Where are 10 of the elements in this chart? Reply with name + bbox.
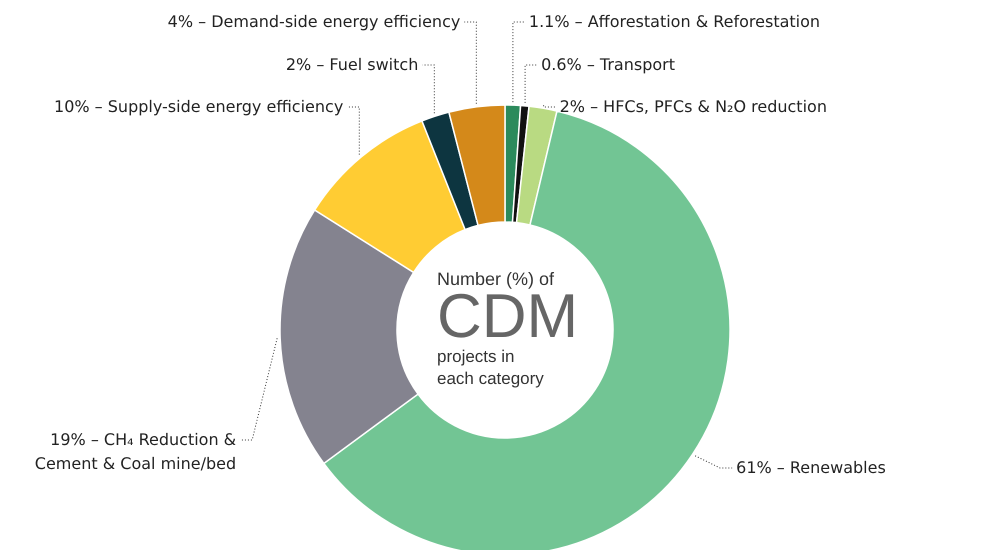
slice-label: 0.6% – Transport [541,55,675,74]
slice-label: 1.1% – Afforestation & Reforestation [528,12,820,31]
slice-label: 19% – CH₄ Reduction & Cement & Coal mine/bed [34,430,236,473]
text: projects in [437,347,514,366]
slice-label: 4% – Demand-side energy efficiency [168,12,460,31]
slice-label: 2% – HFCs, PFCs & N₂O reduction [560,97,827,116]
slice-label: 61% – Renewables [736,458,886,477]
text: each category [437,369,544,388]
slice-label: 10% – Supply-side energy efficiency [54,97,344,116]
slice-label: 2% – Fuel switch [286,55,418,74]
